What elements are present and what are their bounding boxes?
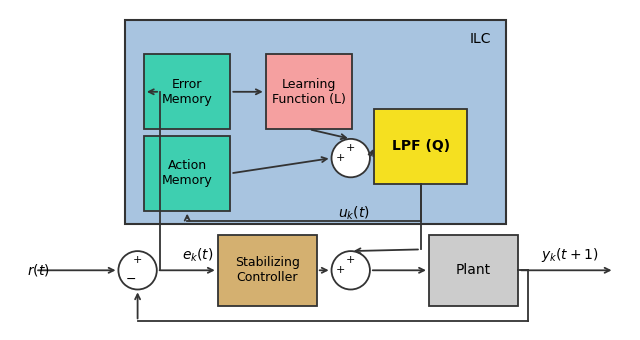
FancyBboxPatch shape	[144, 136, 230, 211]
FancyBboxPatch shape	[266, 54, 352, 129]
Text: LPF (Q): LPF (Q)	[392, 139, 450, 153]
Ellipse shape	[332, 251, 370, 289]
FancyBboxPatch shape	[429, 235, 518, 306]
Text: $y_k(t+1)$: $y_k(t+1)$	[541, 245, 598, 264]
Text: $e_k(t)$: $e_k(t)$	[182, 246, 214, 264]
Text: Plant: Plant	[456, 263, 491, 277]
Ellipse shape	[118, 251, 157, 289]
FancyBboxPatch shape	[144, 54, 230, 129]
FancyBboxPatch shape	[218, 235, 317, 306]
Ellipse shape	[332, 139, 370, 177]
FancyBboxPatch shape	[374, 109, 467, 184]
Text: +: +	[346, 255, 355, 265]
FancyBboxPatch shape	[125, 20, 506, 224]
Text: +: +	[133, 255, 142, 265]
Text: +: +	[335, 153, 345, 163]
Text: Action
Memory: Action Memory	[162, 159, 212, 187]
Text: ILC: ILC	[469, 32, 491, 46]
Text: $u_k(t)$: $u_k(t)$	[338, 204, 370, 222]
Text: Learning
Function (L): Learning Function (L)	[272, 78, 346, 106]
Text: $r(t)$: $r(t)$	[27, 262, 50, 278]
Text: +: +	[335, 265, 345, 275]
Text: +: +	[346, 142, 355, 153]
Text: Stabilizing
Controller: Stabilizing Controller	[235, 256, 300, 284]
Text: Error
Memory: Error Memory	[162, 78, 212, 106]
Text: −: −	[125, 272, 136, 286]
